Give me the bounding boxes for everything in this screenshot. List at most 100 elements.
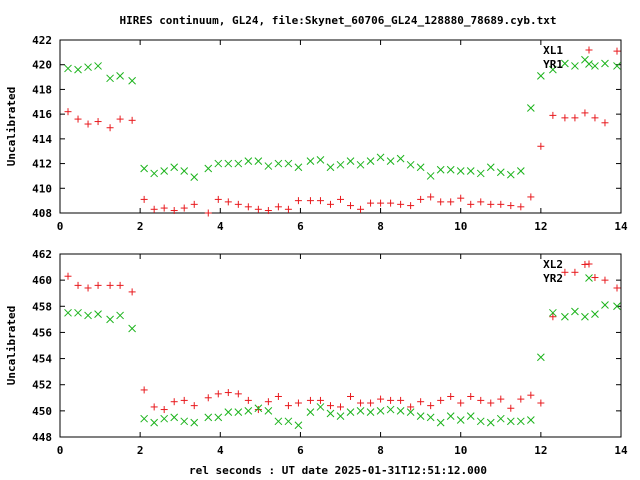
data-point bbox=[190, 402, 198, 410]
data-point bbox=[613, 302, 621, 311]
data-point bbox=[274, 159, 283, 168]
data-point bbox=[274, 417, 283, 426]
data-point bbox=[204, 413, 213, 422]
data-point bbox=[447, 198, 455, 206]
data-point bbox=[406, 408, 415, 417]
data-point bbox=[387, 199, 395, 207]
data-point bbox=[316, 403, 325, 411]
data-point bbox=[437, 198, 445, 206]
data-point bbox=[150, 418, 159, 427]
data-point bbox=[326, 200, 334, 208]
y-tick-label: 458 bbox=[32, 300, 52, 313]
data-point bbox=[457, 194, 465, 202]
data-point bbox=[426, 172, 435, 180]
y-tick-label: 450 bbox=[32, 405, 52, 418]
data-point bbox=[517, 395, 525, 403]
data-point bbox=[506, 417, 515, 426]
data-point bbox=[74, 308, 82, 317]
data-point bbox=[84, 284, 92, 292]
legend-label: YR1 bbox=[543, 58, 563, 71]
data-point bbox=[456, 167, 465, 175]
data-point bbox=[254, 404, 263, 413]
legend-marker bbox=[585, 260, 593, 268]
data-point bbox=[376, 153, 385, 162]
data-point bbox=[224, 198, 232, 206]
x-tick-label: 6 bbox=[297, 444, 304, 457]
data-point bbox=[517, 203, 525, 211]
data-point bbox=[376, 407, 385, 415]
x-tick-label: 4 bbox=[217, 220, 224, 233]
data-point bbox=[496, 168, 505, 177]
data-point bbox=[427, 402, 435, 410]
data-point bbox=[84, 63, 92, 72]
data-point bbox=[447, 392, 455, 400]
data-point bbox=[397, 396, 405, 404]
data-point bbox=[477, 198, 485, 206]
data-point bbox=[561, 268, 569, 276]
data-point bbox=[497, 200, 505, 208]
y-tick-label: 462 bbox=[32, 248, 52, 261]
data-point bbox=[160, 406, 168, 414]
panel-1: 408 410 412 414 416 418 420 422 0 2 4 6 8 10 12 14 Uncal… bbox=[5, 34, 628, 233]
x-tick-label: 4 bbox=[217, 444, 224, 457]
data-point bbox=[150, 403, 158, 411]
data-point bbox=[537, 399, 545, 407]
data-point bbox=[116, 281, 124, 289]
data-point bbox=[224, 159, 233, 168]
data-point bbox=[396, 154, 405, 163]
data-point bbox=[396, 407, 405, 415]
data-point bbox=[74, 281, 82, 289]
legend-marker bbox=[585, 274, 593, 282]
data-point bbox=[106, 315, 114, 324]
data-point bbox=[437, 396, 445, 404]
data-point bbox=[581, 109, 589, 117]
x-tick-label: 12 bbox=[534, 220, 547, 233]
data-point bbox=[561, 59, 569, 68]
data-point bbox=[571, 62, 579, 70]
y-tick-label: 408 bbox=[32, 207, 52, 220]
data-point bbox=[549, 111, 557, 119]
data-point bbox=[446, 165, 455, 174]
data-point bbox=[264, 207, 272, 215]
data-point bbox=[591, 310, 599, 318]
data-point bbox=[190, 418, 199, 427]
data-point bbox=[591, 62, 599, 70]
data-point bbox=[601, 119, 609, 127]
data-point bbox=[170, 207, 178, 215]
data-point bbox=[170, 163, 179, 172]
data-point bbox=[284, 417, 293, 426]
data-point bbox=[214, 413, 223, 422]
data-point bbox=[497, 395, 505, 403]
legend-marker bbox=[585, 46, 593, 54]
data-point bbox=[140, 386, 148, 394]
data-point bbox=[224, 408, 233, 417]
data-point bbox=[467, 200, 475, 208]
y-tick-label: 422 bbox=[32, 34, 52, 47]
data-point bbox=[326, 163, 335, 172]
data-point bbox=[591, 114, 599, 122]
data-point bbox=[128, 288, 136, 296]
data-point bbox=[234, 408, 243, 417]
data-point bbox=[476, 417, 485, 426]
data-point bbox=[496, 414, 505, 423]
data-point bbox=[601, 301, 609, 309]
data-point bbox=[591, 274, 599, 282]
data-point bbox=[160, 414, 169, 423]
data-point bbox=[446, 412, 455, 420]
data-point bbox=[214, 159, 223, 168]
data-point bbox=[487, 399, 495, 407]
series-yr1 bbox=[64, 55, 621, 182]
data-point bbox=[416, 163, 425, 172]
y-tick-label: 414 bbox=[32, 133, 52, 146]
x-tick-label: 14 bbox=[614, 444, 628, 457]
data-point bbox=[234, 390, 242, 398]
data-point bbox=[527, 193, 535, 201]
x-tick-label: 10 bbox=[454, 444, 467, 457]
data-point bbox=[254, 406, 262, 414]
data-point bbox=[94, 118, 102, 126]
data-point bbox=[357, 205, 365, 213]
data-point bbox=[336, 412, 345, 420]
data-point bbox=[516, 167, 525, 175]
y-tick-label: 420 bbox=[32, 59, 52, 72]
data-point bbox=[284, 159, 293, 168]
